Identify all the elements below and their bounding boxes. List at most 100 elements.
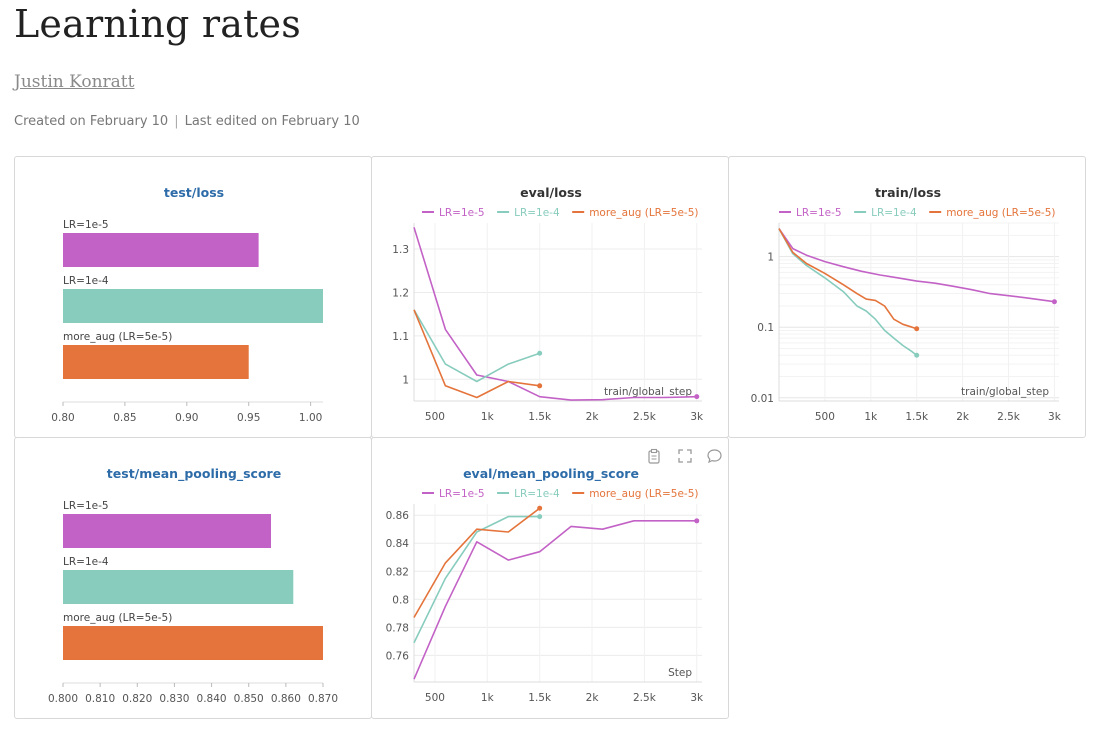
panel-toolbar (648, 448, 722, 464)
chart-title: eval/mean_pooling_score (463, 466, 639, 482)
bar-lr-1e-5[interactable] (63, 233, 259, 267)
series-line-lr-1e-4[interactable] (778, 228, 918, 356)
comment-bubble (707, 449, 722, 464)
x-tick-label: 0.830 (159, 693, 189, 705)
series-end-point-lr-1e-5[interactable] (694, 518, 700, 524)
x-tick-label: 1.5k (528, 692, 552, 704)
series-end-point-lr-1e-4[interactable] (914, 352, 920, 358)
chart-test-mean-pooling-score: test/mean_pooling_score LR=1e-5 LR=1e-4 mor… (48, 466, 338, 705)
x-tick-label: 0.80 (51, 412, 74, 424)
x-tick-label: 0.850 (234, 693, 264, 705)
series-end-point-lr-1e-5[interactable] (694, 394, 700, 400)
chart-title: test/loss (164, 185, 224, 200)
x-tick-label: 2.5k (633, 411, 657, 423)
legend-lr-1e-5: LR=1e-5 (796, 207, 842, 219)
x-tick-label: 1k (864, 411, 878, 423)
x-tick-label: 0.800 (48, 693, 78, 705)
chart-eval-loss: eval/loss LR=1e-5 LR=1e-4 more_aug (LR=5e-5… (392, 185, 704, 423)
bar-label-lr-1e-5: LR=1e-5 (63, 500, 109, 512)
y-tick-label: 0.78 (386, 622, 409, 634)
series-line-lr-1e-4[interactable] (413, 515, 540, 644)
series-line-lr-1e-5[interactable] (413, 520, 697, 680)
panel-eval-loss[interactable]: eval/loss LR=1e-5 LR=1e-4 more_aug (LR=5e-5… (371, 156, 729, 438)
bar-lr-1e-4[interactable] (63, 289, 323, 323)
series-line-more-aug-lr-5e-5[interactable] (413, 507, 541, 618)
x-tick-label: 1k (481, 411, 495, 423)
series-end-point-more-aug-lr-5e-5[interactable] (537, 383, 543, 389)
y-tick-label: 1.3 (392, 244, 409, 256)
x-tick-label: 2.5k (633, 692, 657, 704)
x-tick-label: 0.860 (271, 693, 301, 705)
legend-lr-1e-4: LR=1e-4 (871, 207, 917, 219)
x-tick-label: 1.00 (299, 412, 322, 424)
x-tick-label: 2.5k (997, 411, 1021, 423)
x-tick-label: 1k (481, 692, 495, 704)
bar-lr-1e-5[interactable] (63, 514, 271, 548)
series-end-point-more-aug-lr-5e-5[interactable] (537, 505, 543, 511)
y-tick-label: 0.8 (392, 594, 409, 606)
bar-more-aug-lr-5e-5[interactable] (63, 626, 323, 660)
chart-eval-mean-pooling-score: eval/mean_pooling_score LR=1e-5 LR=1e-4 mor… (386, 448, 722, 704)
y-tick-label: 0.01 (751, 393, 774, 405)
y-tick-label: 0.86 (386, 510, 410, 522)
y-tick-label: 1 (402, 374, 409, 386)
x-tick-label: 2k (586, 692, 600, 704)
x-tick-label: 3k (690, 692, 704, 704)
x-tick-label: 3k (690, 411, 704, 423)
panel-eval-mean-pooling-score[interactable]: eval/mean_pooling_score LR=1e-5 LR=1e-4 mor… (371, 437, 729, 719)
bar-label-lr-1e-4: LR=1e-4 (63, 556, 109, 568)
series-end-point-lr-1e-4[interactable] (537, 350, 543, 356)
y-tick-label: 1.2 (392, 287, 409, 299)
clipboard-icon[interactable] (648, 448, 660, 464)
series-line-more-aug-lr-5e-5[interactable] (778, 228, 917, 330)
bar-lr-1e-4[interactable] (63, 570, 294, 604)
fullscreen-icon[interactable] (678, 449, 692, 463)
x-tick-label: 500 (425, 692, 445, 704)
x-tick-label: 500 (815, 411, 835, 423)
series-line-lr-1e-5[interactable] (413, 227, 697, 401)
panel-train-loss[interactable]: train/loss LR=1e-5 LR=1e-4 more_aug (LR=5e-… (728, 156, 1086, 438)
x-axis-label: train/global_step (961, 386, 1049, 398)
series-line-more-aug-lr-5e-5[interactable] (413, 309, 540, 399)
chart-test-loss: test/loss LR=1e-5 LR=1e-4 more_aug (LR=5e-5… (51, 185, 323, 424)
series-line-lr-1e-4[interactable] (413, 309, 540, 383)
legend-lr-1e-5: LR=1e-5 (439, 488, 485, 500)
x-tick-label: 3k (1048, 411, 1062, 423)
chart-train-loss: train/loss LR=1e-5 LR=1e-4 more_aug (LR=5e-… (751, 185, 1062, 423)
x-tick-label: 1.5k (905, 411, 929, 423)
y-tick-label: 0.84 (386, 538, 410, 550)
comment-icon[interactable] (707, 449, 722, 464)
panel-test-mean-pooling-score[interactable]: test/mean_pooling_score LR=1e-5 LR=1e-4 mor… (14, 437, 372, 719)
x-tick-label: 0.95 (237, 412, 260, 424)
y-tick-label: 0.76 (386, 650, 410, 662)
series-end-point-lr-1e-4[interactable] (537, 514, 543, 520)
x-axis-label: train/global_step (604, 386, 692, 398)
chart-title: train/loss (875, 185, 941, 200)
x-tick-label: 0.870 (308, 693, 338, 705)
legend-lr-1e-4: LR=1e-4 (514, 488, 560, 500)
y-tick-label: 0.1 (757, 322, 774, 334)
x-tick-label: 2k (586, 411, 600, 423)
bar-more-aug-lr-5e-5[interactable] (63, 345, 249, 379)
x-tick-label: 0.820 (122, 693, 152, 705)
x-tick-label: 0.810 (85, 693, 115, 705)
x-tick-label: 500 (425, 411, 445, 423)
chart-title: eval/loss (520, 185, 582, 200)
created-date: Created on February 10 (14, 114, 169, 129)
series-end-point-more-aug-lr-5e-5[interactable] (914, 326, 920, 332)
x-tick-label: 0.85 (113, 412, 136, 424)
fullscreen-corners (678, 449, 692, 463)
clipboard-clip (650, 448, 658, 454)
series-end-point-lr-1e-5[interactable] (1051, 299, 1057, 305)
chart-title: test/mean_pooling_score (107, 466, 281, 482)
report-title: Learning rates (14, 2, 301, 46)
author-link[interactable]: Justin Konratt (14, 72, 135, 92)
x-tick-label: 1.5k (528, 411, 552, 423)
legend-more-aug-lr-5e-5: more_aug (LR=5e-5) (946, 207, 1055, 219)
x-tick-label: 2k (956, 411, 970, 423)
panel-test-loss[interactable]: test/loss LR=1e-5 LR=1e-4 more_aug (LR=5e-5… (14, 156, 372, 438)
series-line-lr-1e-5[interactable] (778, 228, 1055, 303)
bar-label-more-aug-lr-5e-5: more_aug (LR=5e-5) (63, 612, 172, 624)
meta-separator: | (174, 114, 179, 129)
x-axis-label: Step (668, 667, 692, 679)
